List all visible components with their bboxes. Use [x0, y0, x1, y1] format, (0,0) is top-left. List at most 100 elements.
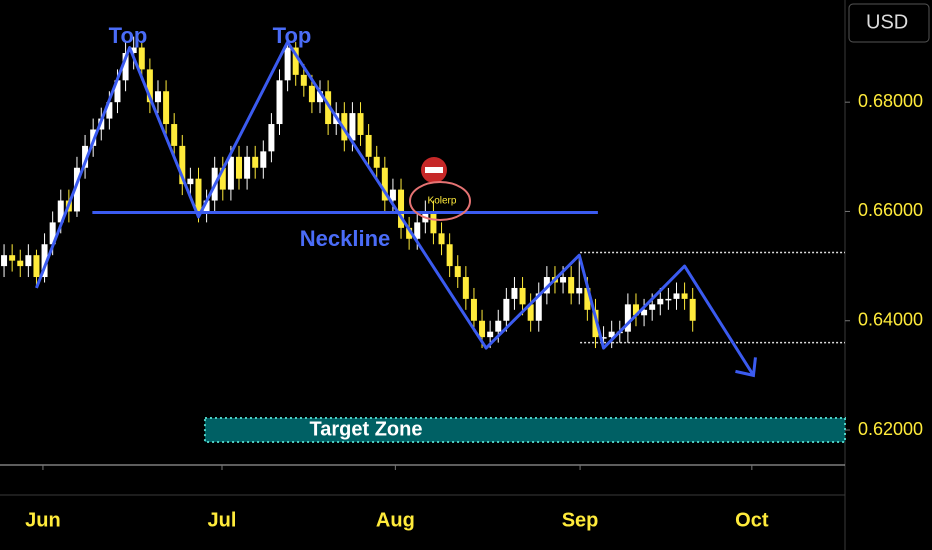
candle-body: [495, 320, 502, 332]
candle-body: [292, 47, 299, 75]
stop-icon-bar: [425, 167, 443, 173]
top-label: Top: [273, 23, 312, 48]
candle-body: [398, 189, 405, 228]
candle-body: [519, 287, 526, 305]
candle-body: [560, 277, 567, 283]
candle-body: [114, 80, 121, 103]
marker-label: Kolerp: [428, 196, 457, 207]
candle-body: [657, 298, 664, 305]
candle-body: [649, 304, 656, 310]
candle-body: [268, 124, 275, 152]
candle-body: [17, 260, 24, 267]
candle-body: [260, 151, 267, 168]
candle-body: [349, 113, 356, 141]
candle-body: [357, 113, 364, 135]
candle-body: [584, 287, 591, 310]
target-zone-label: Target Zone: [310, 418, 423, 440]
candle-body: [146, 69, 153, 103]
candle-body: [430, 211, 437, 234]
candle-body: [535, 293, 542, 321]
y-tick-label: 0.68000: [858, 91, 923, 111]
target-zone: [203, 417, 846, 444]
candle-body: [641, 309, 648, 316]
candle-body: [689, 298, 696, 321]
candle-body: [284, 47, 291, 81]
candle-body: [33, 255, 40, 278]
x-tick-label: Jul: [208, 509, 237, 531]
candle-body: [57, 200, 64, 223]
candle-body: [49, 222, 56, 245]
candle-body: [665, 298, 672, 301]
candle-body: [276, 80, 283, 125]
candle-body: [624, 304, 631, 332]
candle-body: [673, 293, 680, 299]
candle-body: [82, 145, 89, 168]
pattern-line: [35, 40, 755, 377]
candle-body: [244, 156, 251, 179]
candle-body: [511, 287, 518, 299]
neckline-label: Neckline: [300, 226, 391, 251]
candle-body: [325, 91, 332, 125]
y-tick-label: 0.66000: [858, 200, 923, 220]
candle-body: [608, 331, 615, 338]
x-tick-label: Aug: [376, 509, 415, 531]
candle-body: [317, 91, 324, 103]
candle-body: [187, 178, 194, 185]
candle-body: [252, 156, 259, 168]
candle-body: [203, 200, 210, 212]
candle-body: [235, 156, 242, 179]
candle-body: [381, 167, 388, 201]
marker-ellipse: [409, 181, 471, 221]
candle-body: [1, 255, 8, 267]
candle-body: [227, 156, 234, 190]
candle-body: [130, 47, 137, 54]
currency-box[interactable]: [848, 3, 930, 43]
x-tick-label: Jun: [25, 509, 61, 531]
candle-body: [446, 244, 453, 267]
x-tick-label: Sep: [562, 509, 599, 531]
candle-body: [195, 178, 202, 212]
candle-body: [600, 337, 607, 339]
candle-body: [106, 102, 113, 119]
candle-body: [25, 255, 32, 267]
candle-body: [308, 85, 315, 103]
candle-body: [154, 91, 161, 103]
candle-body: [503, 298, 510, 321]
candle-body: [592, 309, 599, 338]
y-tick-label: 0.64000: [858, 309, 923, 329]
arrow-head: [735, 357, 757, 378]
top-label: Top: [109, 23, 148, 48]
candle-body: [470, 298, 477, 321]
candle-body: [300, 74, 307, 86]
candle-body: [632, 304, 639, 316]
candle-body: [576, 287, 583, 294]
candle-body: [163, 91, 170, 125]
candle-body: [454, 266, 461, 278]
candle-body: [122, 53, 129, 81]
candle-body: [479, 320, 486, 338]
candle-body: [487, 331, 494, 338]
candle-body: [73, 167, 80, 212]
candle-body: [462, 277, 469, 299]
candle-body: [527, 304, 534, 321]
candle-body: [543, 277, 550, 294]
candle-body: [9, 255, 16, 261]
candle-body: [138, 47, 145, 70]
currency-label[interactable]: USD: [866, 11, 908, 33]
candle-body: [179, 145, 186, 185]
candle-body: [568, 277, 575, 294]
candle-body: [171, 124, 178, 146]
y-tick-label: 0.62000: [858, 419, 923, 439]
candle-body: [438, 233, 445, 245]
candle-body: [365, 134, 372, 157]
candle-body: [373, 156, 380, 168]
candle-body: [219, 167, 226, 190]
candle-body: [406, 227, 413, 239]
candle-body: [414, 222, 421, 239]
candle-body: [389, 189, 396, 201]
candle-body: [41, 244, 48, 278]
x-tick-label: Oct: [735, 509, 769, 531]
candle-body: [681, 293, 688, 299]
